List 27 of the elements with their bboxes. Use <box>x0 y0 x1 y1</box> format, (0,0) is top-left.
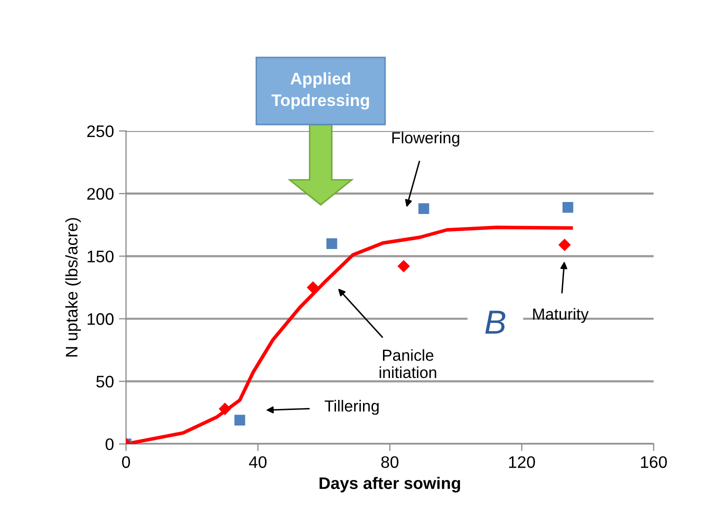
x-tick-label: 160 <box>640 456 667 468</box>
y-tick-label: 200 <box>87 188 114 200</box>
annotation: Panicle initiation <box>380 349 436 378</box>
x-tick-label: 120 <box>509 456 535 468</box>
point <box>558 238 571 252</box>
point <box>306 281 320 294</box>
x-tick-label: 80 <box>381 456 398 468</box>
point <box>218 402 232 416</box>
point <box>418 203 430 214</box>
annotation: B <box>485 310 506 334</box>
annotation: Maturity <box>533 308 589 323</box>
y-tick-label: 50 <box>96 376 114 388</box>
y-tick-label: 150 <box>88 250 114 262</box>
annotation: Tillering <box>324 400 379 415</box>
y-tick-label: 250 <box>87 125 114 138</box>
y-tick-label: 0 <box>106 438 114 450</box>
point <box>397 260 410 272</box>
point <box>326 238 338 250</box>
x-axis-title: Days after sowing <box>320 476 460 492</box>
point <box>234 414 246 426</box>
point <box>562 202 574 213</box>
y-tick-label: 100 <box>88 313 114 325</box>
text: Applied Topdressing <box>272 72 369 110</box>
y-axis-title: N uptake (lbs/acre) <box>65 218 81 356</box>
x-tick-label: 0 <box>122 456 130 468</box>
annotation: Flowering <box>392 132 460 147</box>
x-tick-label: 40 <box>249 456 267 468</box>
